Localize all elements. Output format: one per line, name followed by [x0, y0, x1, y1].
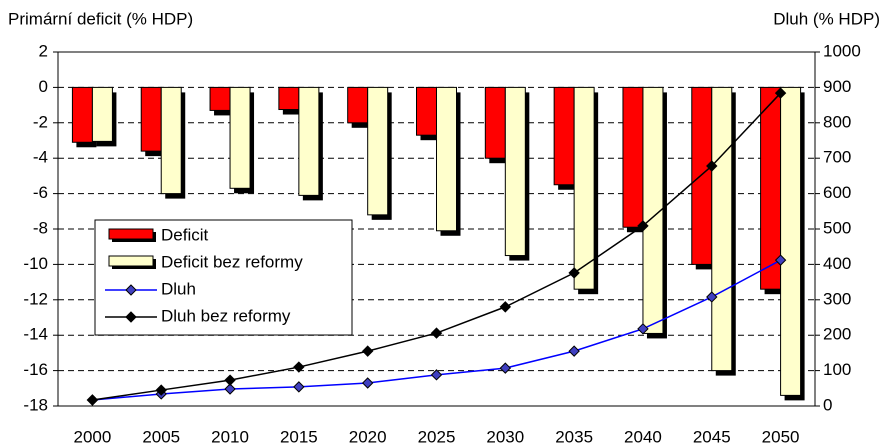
line-marker: [637, 220, 649, 232]
bar: [691, 86, 713, 265]
bar: [347, 86, 369, 124]
line-marker: [86, 394, 99, 406]
line-marker: [499, 301, 512, 313]
line-marker: [774, 254, 787, 266]
bar: [91, 86, 113, 142]
x-tick-label: 2045: [693, 427, 731, 446]
x-tick-label: 2015: [280, 427, 318, 446]
y-tick-label: -18: [23, 395, 48, 414]
x-tick-label: 2035: [555, 427, 593, 446]
y2-tick-label: 0: [823, 395, 832, 414]
y-tick-label: -8: [33, 218, 48, 237]
line-marker: [224, 374, 236, 386]
legend-label: Deficit bez reformy: [161, 252, 303, 271]
bar: [278, 86, 300, 111]
legend-marker: [125, 311, 137, 323]
line-marker: [499, 362, 512, 374]
y2-tick-label: 200: [823, 325, 851, 344]
y2-tick-label: 500: [823, 218, 851, 237]
y2-tick-label: 1000: [823, 41, 861, 60]
y2-tick-label: 800: [823, 112, 851, 131]
bar: [780, 86, 802, 396]
y2-axis-label: Dluh (% HDP): [773, 9, 880, 28]
x-tick-label: 2005: [142, 427, 180, 446]
y-tick-label: -4: [33, 148, 48, 167]
line-marker: [430, 369, 443, 381]
legend-marker: [125, 284, 137, 296]
y-tick-label: -6: [33, 183, 48, 202]
y-tick-label: 0: [39, 77, 48, 96]
y2-tick-label: 400: [823, 254, 851, 273]
bar: [642, 86, 664, 334]
legend-swatch: [108, 228, 154, 240]
y2-tick-label: 700: [823, 148, 851, 167]
x-tick-label: 2020: [349, 427, 387, 446]
line-marker: [293, 361, 305, 373]
y-tick-label: 2: [39, 41, 48, 60]
bar: [416, 86, 437, 136]
bar: [504, 86, 526, 257]
y2-tick-label: 600: [823, 183, 851, 202]
line-marker: [706, 160, 718, 172]
bar: [140, 86, 162, 152]
line-marker: [224, 383, 236, 395]
y-axis-label: Primární deficit (% HDP): [8, 9, 193, 28]
bar: [367, 86, 389, 216]
plot-border: [57, 51, 816, 407]
bar: [160, 86, 182, 195]
x-tick-label: 2000: [73, 427, 111, 446]
x-tick-label: 2050: [762, 427, 800, 446]
bar: [622, 86, 644, 228]
line-marker: [568, 267, 580, 279]
bar: [209, 86, 231, 111]
x-tick-label: 2010: [211, 427, 249, 446]
bar: [298, 86, 320, 196]
legend-label: Deficit: [161, 225, 209, 244]
y2-tick-label: 900: [823, 77, 851, 96]
y-tick-label: -12: [23, 289, 48, 308]
y-tick-label: -2: [33, 112, 48, 131]
legend-label: Dluh bez reformy: [161, 306, 291, 325]
bar: [436, 86, 457, 232]
x-tick-label: 2030: [486, 427, 524, 446]
bar: [229, 86, 251, 189]
y2-tick-label: 100: [823, 360, 851, 379]
y-tick-label: -16: [23, 360, 48, 379]
x-tick-label: 2040: [624, 427, 662, 446]
legend-swatch: [108, 255, 154, 267]
y2-tick-label: 300: [823, 289, 851, 308]
line-marker: [774, 87, 787, 99]
bar: [573, 86, 595, 290]
line-marker: [293, 381, 305, 393]
bar: [553, 86, 575, 186]
line-marker: [637, 323, 649, 335]
bar: [711, 86, 733, 372]
line-marker: [568, 345, 580, 357]
y-tick-label: -14: [23, 325, 48, 344]
line-marker: [430, 327, 443, 339]
x-tick-label: 2025: [418, 427, 456, 446]
line-marker: [155, 384, 167, 396]
legend-label: Dluh: [161, 279, 196, 298]
bar: [484, 86, 506, 159]
line-marker: [361, 377, 374, 389]
line-marker: [706, 291, 718, 303]
y-tick-label: -10: [23, 254, 48, 273]
line-marker: [361, 345, 374, 357]
bar: [71, 86, 93, 143]
